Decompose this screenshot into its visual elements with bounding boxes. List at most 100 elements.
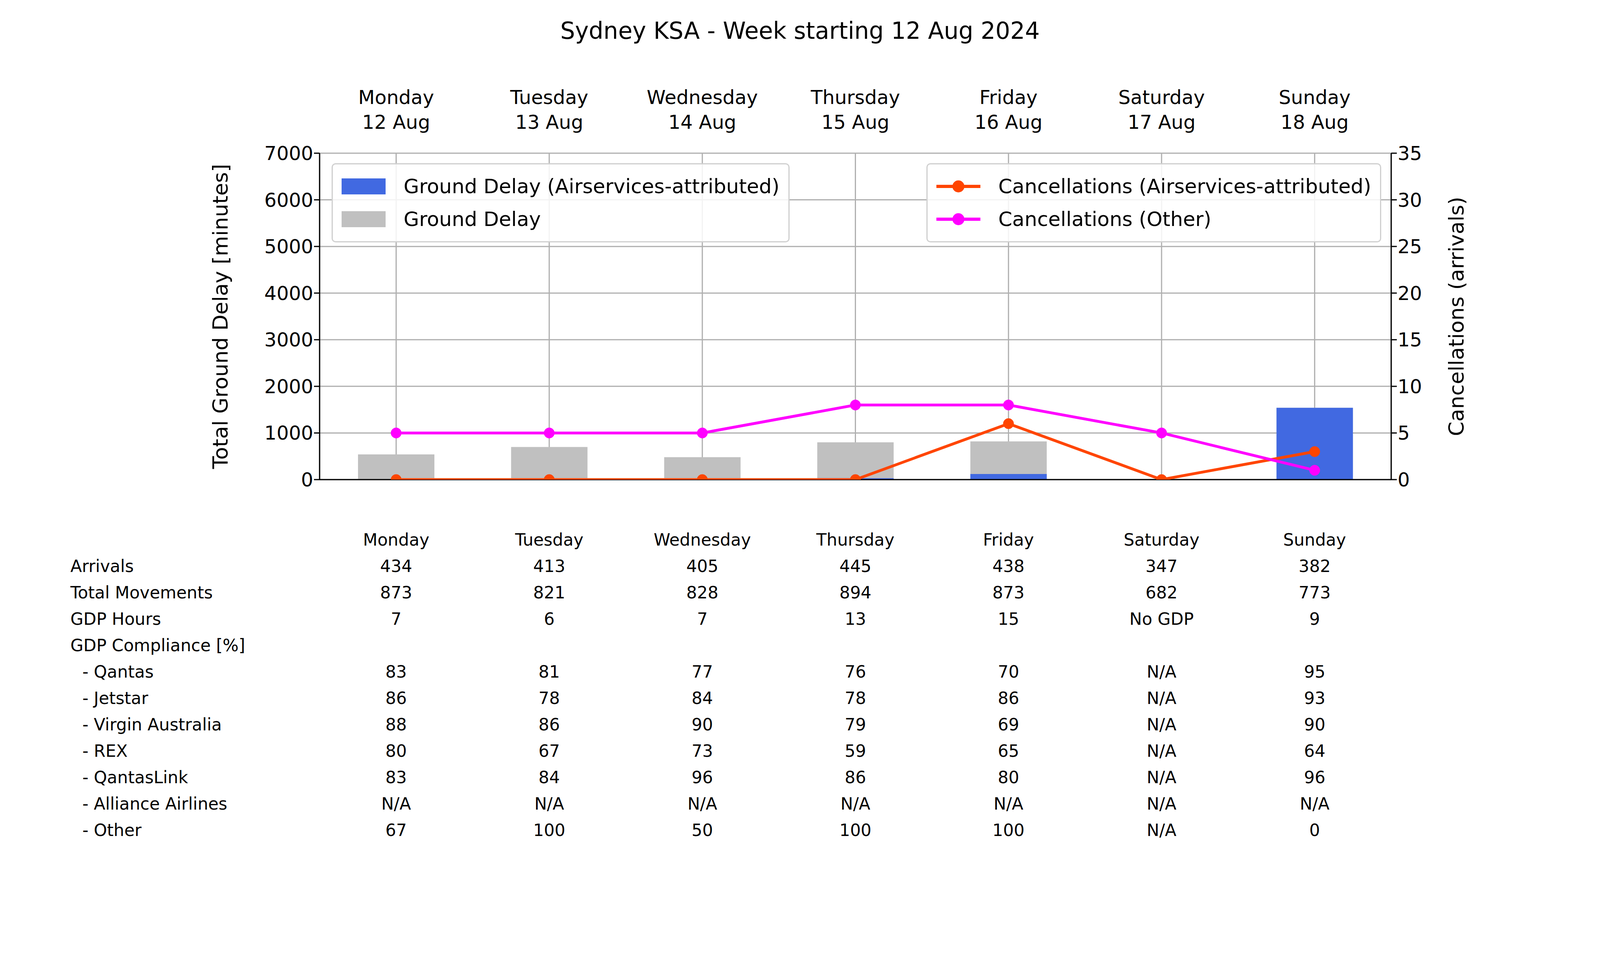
svg-text:25: 25	[1397, 235, 1422, 258]
svg-text:5: 5	[1397, 421, 1410, 444]
html-text:821: 821	[533, 582, 566, 603]
svg-text:Monday: Monday	[358, 86, 435, 109]
svg-text:3000: 3000	[264, 328, 314, 351]
html-text:76: 76	[844, 661, 867, 682]
html-text:N/A: N/A	[1299, 793, 1330, 814]
svg-text:Tuesday: Tuesday	[509, 86, 588, 109]
html-text:Ground Delay (Airservices-attr: Ground Delay (Airservices-attributed)	[403, 174, 780, 198]
svg-text:2000: 2000	[264, 375, 314, 398]
html-text:347: 347	[1145, 556, 1178, 576]
html-text:84: 84	[691, 688, 713, 708]
html-text:90: 90	[1303, 714, 1326, 735]
html-text:- Jetstar: - Jetstar	[82, 688, 149, 708]
svg-text:20: 20	[1397, 282, 1422, 305]
html-text:80: 80	[385, 741, 407, 761]
svg-text:Friday: Friday	[979, 86, 1038, 109]
html-text:Total Ground Delay [minutes]: Total Ground Delay [minutes]	[208, 163, 233, 469]
html-text:Sydney KSA - Week starting 12: Sydney KSA - Week starting 12 Aug 2024	[560, 17, 1040, 45]
html-text:93: 93	[1303, 688, 1326, 708]
html-text:13: 13	[844, 609, 867, 629]
html-text:N/A: N/A	[534, 793, 565, 814]
svg-text:0: 0	[1397, 468, 1410, 491]
html-text:Arrivals: Arrivals	[70, 556, 134, 576]
html-text:No GDP: No GDP	[1129, 609, 1194, 629]
svg-text:18 Aug: 18 Aug	[1280, 110, 1349, 134]
svg-text:35: 35	[1397, 142, 1422, 165]
svg-text:0: 0	[300, 468, 314, 491]
html-text:78: 78	[538, 688, 560, 708]
svg-text:5000: 5000	[264, 235, 314, 258]
svg-text:30: 30	[1397, 188, 1422, 212]
html-text:Cancellations (arrivals): Cancellations (arrivals)	[1444, 196, 1469, 437]
html-text:894: 894	[839, 582, 872, 603]
svg-text:1000: 1000	[264, 421, 314, 444]
html-text:382: 382	[1298, 556, 1331, 576]
html-text:Ground Delay: Ground Delay	[403, 207, 541, 231]
html-text:N/A: N/A	[1146, 714, 1177, 735]
svg-text:15: 15	[1397, 328, 1422, 351]
html-text:Total Movements: Total Movements	[70, 582, 213, 603]
html-text:N/A: N/A	[687, 793, 718, 814]
html-text:95: 95	[1303, 661, 1326, 682]
html-text:78: 78	[844, 688, 867, 708]
html-text:873: 873	[380, 582, 413, 603]
svg-text:16 Aug: 16 Aug	[974, 110, 1043, 134]
html-text:Thursday: Thursday	[816, 529, 895, 550]
html-text:69: 69	[997, 714, 1020, 735]
svg-text:10: 10	[1397, 375, 1422, 398]
html-text:86: 86	[538, 714, 560, 735]
html-text:15: 15	[997, 609, 1020, 629]
html-text:N/A: N/A	[1146, 661, 1177, 682]
html-text:Saturday: Saturday	[1123, 529, 1200, 550]
svg-text:12 Aug: 12 Aug	[362, 110, 430, 134]
html-text:405: 405	[686, 556, 719, 576]
html-text:N/A: N/A	[381, 793, 411, 814]
html-text:GDP Hours: GDP Hours	[70, 609, 162, 629]
html-text:90: 90	[691, 714, 713, 735]
svg-text:7000: 7000	[264, 142, 314, 165]
html-text:- Qantas: - Qantas	[82, 661, 154, 682]
html-text:GDP Compliance [%]: GDP Compliance [%]	[70, 635, 246, 655]
svg-text:Wednesday: Wednesday	[646, 86, 758, 109]
svg-text:Thursday: Thursday	[810, 86, 900, 109]
html-text:86: 86	[385, 688, 407, 708]
html-text:413: 413	[533, 556, 566, 576]
html-text:Cancellations (Airservices-att: Cancellations (Airservices-attributed)	[998, 174, 1372, 198]
html-text:N/A: N/A	[840, 793, 871, 814]
html-text:773: 773	[1298, 582, 1331, 603]
html-text:- Virgin Australia: - Virgin Australia	[82, 714, 222, 735]
html-text:434: 434	[380, 556, 413, 576]
html-text:88: 88	[385, 714, 407, 735]
svg-text:14 Aug: 14 Aug	[668, 110, 737, 134]
svg-text:4000: 4000	[264, 282, 314, 305]
svg-text:13 Aug: 13 Aug	[515, 110, 584, 134]
html-text:67: 67	[538, 741, 560, 761]
html-text:83: 83	[385, 661, 407, 682]
html-text:- Alliance Airlines: - Alliance Airlines	[82, 793, 228, 814]
html-text:828: 828	[686, 582, 719, 603]
html-text:77: 77	[691, 661, 713, 682]
html-text:Monday: Monday	[362, 529, 430, 550]
svg-text:17 Aug: 17 Aug	[1127, 110, 1196, 134]
html-text:Tuesday: Tuesday	[515, 529, 584, 550]
html-text:Friday: Friday	[983, 529, 1034, 550]
html-text:Sunday: Sunday	[1283, 529, 1347, 550]
svg-text:15 Aug: 15 Aug	[821, 110, 890, 134]
html-text:682: 682	[1145, 582, 1178, 603]
html-text:445: 445	[839, 556, 872, 576]
html-text:873: 873	[992, 582, 1025, 603]
html-text:N/A: N/A	[993, 793, 1024, 814]
html-text:Wednesday: Wednesday	[653, 529, 751, 550]
html-text:79: 79	[844, 714, 867, 735]
html-text:86: 86	[997, 688, 1020, 708]
svg-text:Saturday: Saturday	[1118, 86, 1205, 109]
html-text:70: 70	[997, 661, 1020, 682]
svg-text:6000: 6000	[264, 188, 314, 212]
html-text:N/A: N/A	[1146, 688, 1177, 708]
html-text:438: 438	[992, 556, 1025, 576]
html-text:Cancellations (Other): Cancellations (Other)	[998, 207, 1212, 231]
html-text:N/A: N/A	[1146, 793, 1177, 814]
html-text:- REX: - REX	[82, 741, 128, 761]
svg-text:Sunday: Sunday	[1278, 86, 1351, 109]
html-text:81: 81	[538, 661, 560, 682]
